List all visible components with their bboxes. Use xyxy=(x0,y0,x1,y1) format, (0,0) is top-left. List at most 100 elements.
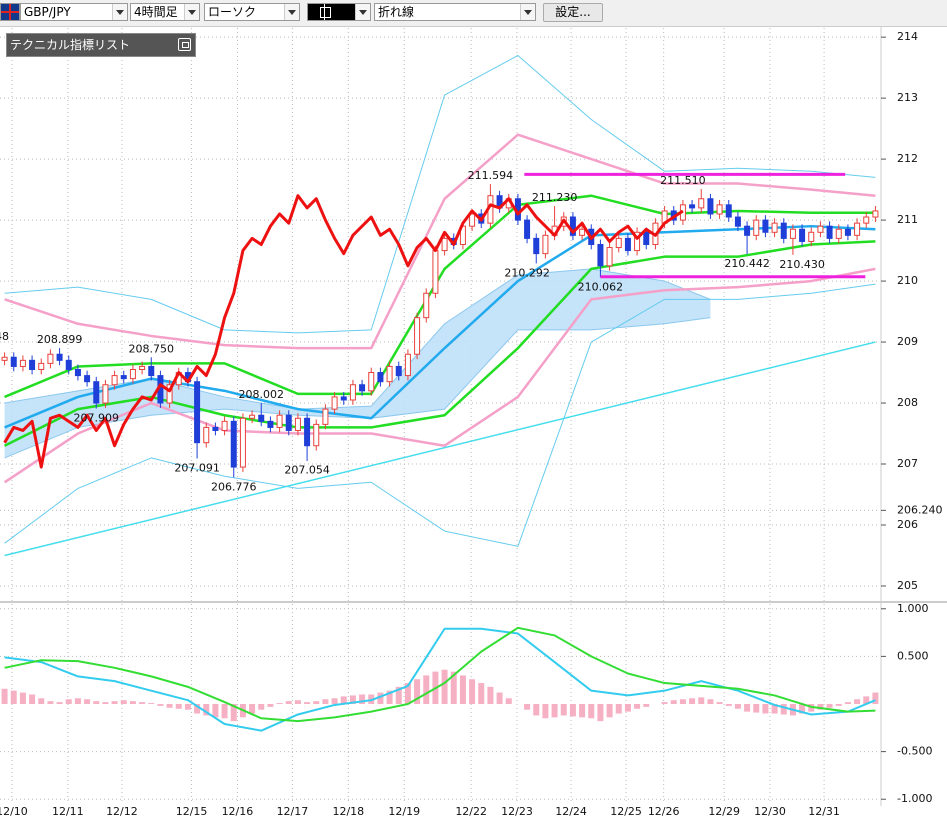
candle-body xyxy=(826,225,833,239)
histogram-bar xyxy=(707,699,714,704)
candle-body xyxy=(230,420,237,468)
histogram-bar xyxy=(817,704,824,710)
histogram-bar xyxy=(762,704,769,714)
price-annotation: 211.510 xyxy=(660,174,706,187)
candle-body xyxy=(725,204,732,218)
candle-body xyxy=(615,237,622,249)
histogram-bar xyxy=(551,704,558,718)
histogram-bar xyxy=(661,702,668,704)
price-annotation: 210.430 xyxy=(779,258,825,271)
histogram-bar xyxy=(478,683,485,704)
x-tick-label: 12/12 xyxy=(106,805,138,818)
histogram-bar xyxy=(634,704,641,709)
candle-body xyxy=(533,237,540,255)
price-annotation: 207.054 xyxy=(284,464,330,477)
y-tick-label: 0.500 xyxy=(897,649,929,662)
histogram-bar xyxy=(725,704,732,706)
histogram-bar xyxy=(542,704,549,719)
histogram-bar xyxy=(175,704,182,709)
price-annotation: 208.899 xyxy=(37,333,83,346)
histogram-bar xyxy=(93,701,100,704)
color-select[interactable] xyxy=(307,3,371,21)
histogram-bar xyxy=(221,704,228,719)
histogram-bar xyxy=(65,699,72,704)
indicator-panel[interactable]: テクニカル指標リスト xyxy=(6,33,196,57)
candle-body xyxy=(854,222,861,236)
x-tick-label: 12/22 xyxy=(455,805,487,818)
price-annotation: 208.948 xyxy=(0,330,9,343)
histogram-bar xyxy=(624,704,631,712)
candle-body xyxy=(38,362,45,370)
histogram-bar xyxy=(459,675,466,704)
histogram-bar xyxy=(84,699,91,704)
histogram-bar xyxy=(203,704,210,716)
price-annotation: 207.909 xyxy=(74,412,120,425)
price-annotation: 206.776 xyxy=(211,481,257,494)
histogram-bar xyxy=(698,697,705,704)
price-annotation: 210.292 xyxy=(504,266,550,279)
histogram-bar xyxy=(716,702,723,704)
candle-body xyxy=(74,368,81,377)
candle-body xyxy=(524,219,531,239)
candle-body xyxy=(441,237,448,252)
histogram-bar xyxy=(212,704,219,718)
symbol-select[interactable]: GBP/JPY xyxy=(20,3,128,21)
candle-body xyxy=(29,359,36,370)
histogram-bar xyxy=(496,692,503,704)
price-annotation: 211.230 xyxy=(532,191,578,204)
line-style-select[interactable]: 折れ線 xyxy=(374,3,536,21)
candle-body xyxy=(698,198,705,209)
histogram-bar xyxy=(194,704,201,714)
candle-body xyxy=(789,228,796,239)
candle-body xyxy=(1,356,8,361)
candle-body xyxy=(753,219,760,236)
candle-body xyxy=(129,368,136,380)
cloud-edge xyxy=(4,268,711,410)
histogram-bar xyxy=(129,701,136,704)
candle-body xyxy=(120,375,127,380)
histogram-bar xyxy=(166,704,173,708)
histogram-bar xyxy=(349,695,356,704)
histogram-bar xyxy=(386,690,393,704)
histogram-bar xyxy=(38,698,45,704)
candle-body xyxy=(863,216,870,224)
histogram-bar xyxy=(331,698,338,704)
histogram-bar xyxy=(120,700,127,704)
x-tick-label: 12/18 xyxy=(332,805,364,818)
line xyxy=(3,194,684,469)
candle-body xyxy=(844,228,851,236)
histogram-bar xyxy=(469,679,476,704)
histogram-bar xyxy=(157,704,164,706)
x-tick-label: 12/23 xyxy=(501,805,533,818)
settings-button[interactable]: 設定... xyxy=(543,3,603,22)
x-tick-label: 12/31 xyxy=(808,805,840,818)
timeframe-select[interactable]: 4時間足 xyxy=(130,3,200,21)
chart-style-text: ローソク xyxy=(208,5,257,19)
histogram-bar xyxy=(450,671,457,704)
candle-body xyxy=(331,396,338,410)
candle-body xyxy=(395,365,402,377)
histogram-bar xyxy=(505,698,512,704)
histogram-bar xyxy=(872,692,879,704)
histogram-bar xyxy=(29,694,36,704)
price-annotation: 211.594 xyxy=(468,169,514,182)
chart-style-select[interactable]: ローソク xyxy=(204,3,300,21)
x-tick-label: 12/10 xyxy=(0,805,28,818)
candle-body xyxy=(707,198,714,215)
candle-body xyxy=(377,372,384,383)
candle-body xyxy=(276,414,283,428)
line xyxy=(3,267,876,484)
line xyxy=(4,627,876,732)
symbol-text: GBP/JPY xyxy=(24,5,71,19)
histogram-bar xyxy=(670,700,677,704)
candle-body xyxy=(542,234,549,255)
timeframe-text: 4時間足 xyxy=(134,5,178,19)
histogram-bar xyxy=(615,704,622,714)
y-tick-label: 205 xyxy=(897,579,918,592)
x-tick-label: 12/29 xyxy=(708,805,740,818)
histogram-bar xyxy=(139,702,146,704)
candle-body xyxy=(469,213,476,227)
candle-body xyxy=(597,243,604,267)
histogram-bar xyxy=(597,704,604,722)
